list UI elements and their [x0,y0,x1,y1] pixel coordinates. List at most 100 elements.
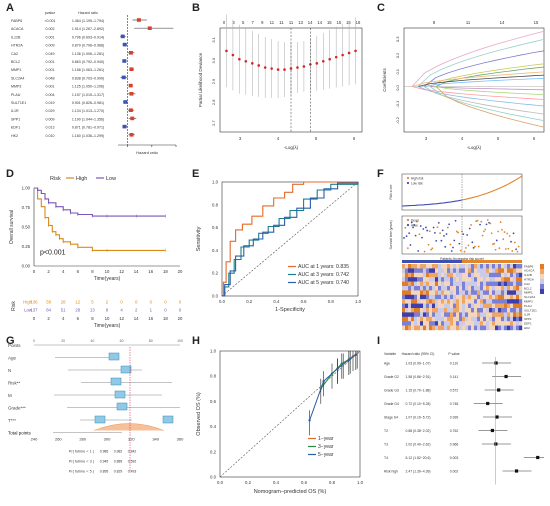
deviance-point [257,64,261,67]
heatmap-cell [450,277,454,282]
heatmap-cell [429,277,433,282]
heatmap-cell [468,316,472,322]
point-alive [405,235,408,238]
heatmap-cell [441,268,445,273]
heatmap-cell [429,303,433,309]
x-tick-label: 0.6 [301,480,308,485]
deviance-point [341,53,344,57]
heatmap-cell [408,264,412,269]
point-alive [453,239,456,242]
heatmap-cell [408,286,412,291]
prediction-label: Pr( futime < 3 ) [69,460,95,464]
heatmap-cell [450,303,454,309]
heatmap-cell [483,290,487,295]
top-tick-label: 5 [242,20,245,25]
top-tick-label: 11 [279,20,284,25]
heatmap-cell [402,325,406,331]
heatmap-cell [462,308,466,313]
heatmap-cell [420,316,424,322]
point-alive [403,237,405,239]
total-points-tick: 260 [55,437,62,442]
heatmap-cell [492,316,496,322]
heatmap-cell [471,325,475,331]
survival-ylabel: Survival time (years) [389,220,393,249]
heatmap-cell [459,277,463,282]
variable-label: Grade G2 [384,375,399,379]
heatmap-cell [429,294,433,300]
x-tick-label: 8 [91,269,94,274]
heatmap-gene-label: FABP6 [524,264,534,268]
heatmap-cell [435,286,439,291]
heatmap-cell [423,281,427,287]
heatmap-cell [513,308,517,313]
heatmap-cell [477,308,481,313]
heatmap-cell [474,272,478,278]
heatmap-cell [417,286,421,291]
point-alive [425,226,427,229]
heatmap-cell [429,312,433,317]
heatmap-cell [438,281,442,287]
heatmap-cell [513,294,517,300]
heatmap-cell [483,312,487,317]
heatmap-gene-label: IL12B [524,273,532,277]
heatmap-cell [462,277,466,282]
selected-value-box [108,352,120,361]
heatmap-cell [417,303,421,309]
heatmap-cell [477,286,481,291]
heatmap-cell [432,264,436,269]
heatmap-cell [420,321,424,326]
panel-label-a: A [6,2,14,14]
heatmap-cell [459,264,463,269]
heatmap-cell [441,277,445,282]
risk-table-cell: 4 [120,308,123,313]
top-tick-label: 11 [270,20,275,25]
point-alive [454,219,457,222]
legend-entry: AUC at 1 years: 0.835 [298,264,349,270]
heatmap-cell [405,312,409,317]
variable-label: Stage S4 [384,416,398,420]
heatmap-cell [513,264,517,269]
heatmap-cell [417,290,421,295]
points-scale-label: 60 [120,339,124,343]
risk-table-x-tick: 0 [33,316,36,321]
heatmap-cell [423,277,427,282]
heatmap-cell [447,303,451,309]
heatmap-cell [498,281,502,287]
point-alive [448,223,451,226]
x-tick-label: 1.0 [357,480,364,485]
heatmap-cell [468,299,472,304]
y-tick-label: 1.0 [212,180,219,185]
hr-text-cell: 1.58 (0.86−2.91) [406,375,431,379]
hr-text-cell: 0.88 (0.38−2.02) [406,429,431,433]
heatmap-cell [492,286,496,291]
heatmap-cell [462,286,466,291]
hr-text-cell: 1.125 (1.050–1.206) [72,85,104,89]
panel-g-nomogram: Points Age N Risk** M Grade*** T*** Total point… [8,339,184,474]
gene-label: EDF1 [11,126,20,130]
point-alive [515,248,518,251]
heatmap-cell [450,290,454,295]
x-tick-label: 16 [148,269,153,274]
heatmap-cell [420,299,424,304]
heatmap-cell [423,294,427,300]
x-tick-label: 12 [119,269,124,274]
plot-frame [221,181,359,297]
point-dead [504,248,507,250]
heatmap-cell [462,264,466,269]
heatmap-gene-label: IL1R [524,313,531,317]
heatmap-gene-label: MMP1 [524,291,533,295]
heatmap-cell [498,308,502,313]
heatmap-cell [444,299,448,304]
risk-table-cell: 1 [150,308,153,313]
heatmap-cell [456,325,460,331]
heatmap-cell [516,312,520,317]
heatmap-cell [429,264,433,269]
heatmap-cell [441,286,445,291]
deviance-point [250,62,254,65]
selected-value-box [110,377,122,386]
deviance-point [296,66,299,69]
coef-path [435,86,545,128]
heatmap-cell [483,299,487,304]
prediction-value: 0.945 [100,460,109,464]
heatmap-cell [468,312,472,317]
